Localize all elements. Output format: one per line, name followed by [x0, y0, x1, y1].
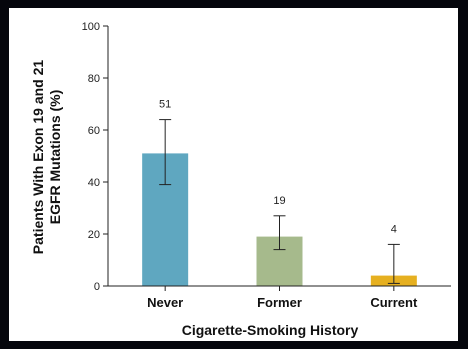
y-axis-title-line-2: EGFR Mutations (%) — [47, 90, 63, 225]
chart-frame: 0 20 40 60 80 100 51 19 4 Never Former Current Ci… — [9, 8, 458, 341]
y-tick-label: 40 — [88, 177, 100, 189]
data-label-current: 4 — [391, 223, 397, 235]
x-axis-title: Cigarette-Smoking History — [182, 322, 359, 338]
x-category-label-current: Current — [370, 295, 418, 310]
bars: 51 19 4 — [142, 99, 417, 286]
x-axis: Never Former Current — [108, 285, 451, 310]
bar-chart: 0 20 40 60 80 100 51 19 4 Never Former Current Ci… — [30, 21, 451, 338]
x-category-label-never: Never — [147, 295, 183, 310]
y-tick-label: 20 — [88, 229, 100, 241]
data-label-never: 51 — [159, 99, 171, 111]
y-tick-label: 0 — [94, 281, 100, 293]
y-axis-title: Patients With Exon 19 and 21 EGFR Mutati… — [30, 60, 63, 255]
y-axis: 0 20 40 60 80 100 — [82, 21, 109, 293]
y-tick-label: 80 — [88, 73, 100, 85]
data-label-former: 19 — [273, 195, 285, 207]
x-category-label-former: Former — [257, 295, 302, 310]
y-tick-label: 100 — [82, 21, 100, 33]
y-axis-title-line-1: Patients With Exon 19 and 21 — [30, 60, 46, 255]
y-tick-label: 60 — [88, 125, 100, 137]
